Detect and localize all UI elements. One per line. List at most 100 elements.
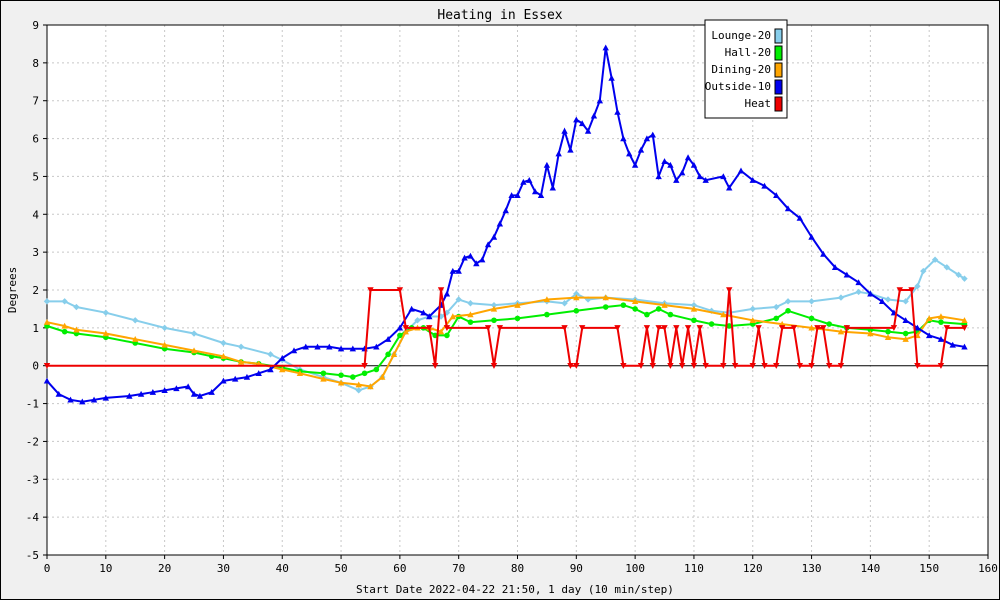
legend-box — [704, 19, 788, 119]
data-point — [938, 319, 944, 325]
data-point — [890, 325, 898, 332]
data-point — [773, 303, 780, 311]
data-point — [514, 192, 521, 199]
x-tick-label: 80 — [511, 562, 524, 575]
data-point — [661, 301, 668, 308]
x-tick-label: 0 — [44, 562, 51, 575]
legend-label: Outside-10 — [705, 80, 771, 93]
data-point — [267, 366, 274, 373]
data-point — [402, 328, 409, 335]
data-point — [320, 375, 327, 382]
data-point — [914, 283, 921, 290]
data-point — [726, 287, 733, 294]
y-tick-label: -4 — [26, 511, 40, 524]
data-point — [567, 146, 574, 153]
data-point — [902, 330, 909, 337]
data-point — [925, 315, 933, 322]
data-point — [920, 267, 927, 275]
data-point — [549, 184, 556, 191]
data-point — [678, 363, 686, 369]
x-tick-label: 100 — [625, 562, 645, 575]
legend-swatch — [774, 62, 783, 78]
data-point — [461, 254, 468, 261]
data-point — [655, 325, 662, 332]
data-point — [908, 287, 915, 294]
data-point — [73, 326, 80, 333]
data-point — [808, 233, 815, 240]
data-point — [420, 309, 427, 316]
data-point — [878, 298, 886, 305]
data-point — [326, 343, 333, 350]
data-point — [455, 296, 462, 303]
data-point — [379, 373, 386, 380]
data-point — [573, 290, 580, 297]
data-point — [720, 363, 727, 369]
data-point — [397, 332, 403, 339]
data-point — [396, 287, 404, 294]
data-point — [902, 317, 909, 323]
data-point — [373, 366, 380, 373]
data-point — [690, 305, 698, 312]
data-point — [631, 161, 639, 168]
data-point — [467, 252, 474, 259]
data-point — [761, 363, 768, 369]
y-tick-label: -1 — [26, 398, 39, 411]
data-point — [661, 158, 668, 164]
data-point — [820, 250, 827, 257]
data-point — [496, 220, 504, 227]
data-point — [190, 390, 198, 397]
x-tick-label: 20 — [158, 562, 171, 575]
legend-label: Lounge-20 — [711, 29, 771, 42]
data-point — [808, 298, 815, 305]
data-point — [385, 351, 391, 358]
data-point — [232, 375, 239, 382]
data-point — [632, 306, 638, 312]
data-point — [720, 173, 727, 180]
y-tick-label: -2 — [26, 435, 39, 448]
data-point — [196, 392, 204, 399]
data-point — [784, 298, 792, 305]
data-point — [443, 290, 451, 297]
data-point — [720, 311, 727, 318]
x-tick-label: 130 — [802, 562, 822, 575]
data-point — [73, 303, 80, 311]
data-point — [731, 363, 739, 369]
data-point — [808, 363, 815, 369]
data-point — [367, 287, 374, 294]
data-point — [455, 267, 462, 274]
data-point — [190, 347, 198, 354]
data-point — [61, 328, 68, 335]
data-point — [784, 205, 792, 212]
data-point — [490, 305, 498, 312]
data-point — [614, 325, 621, 332]
legend-swatch — [774, 28, 783, 44]
data-point — [526, 177, 533, 183]
y-tick-label: 9 — [32, 19, 39, 32]
data-point — [514, 315, 521, 322]
data-point — [161, 387, 168, 394]
data-point — [708, 307, 715, 315]
x-tick-label: 30 — [217, 562, 230, 575]
data-point — [61, 298, 68, 305]
data-point — [137, 390, 145, 397]
data-point — [961, 343, 968, 350]
data-point — [584, 127, 592, 134]
x-tick-label: 150 — [919, 562, 939, 575]
y-axis-label: Degrees — [6, 267, 19, 313]
data-point — [373, 343, 380, 350]
data-point — [61, 322, 68, 329]
data-point — [726, 184, 733, 191]
data-point — [484, 241, 492, 248]
data-point — [561, 127, 568, 134]
data-point — [884, 334, 892, 341]
y-tick-label: 5 — [32, 170, 39, 183]
data-point — [684, 325, 692, 332]
y-tick-label: 3 — [32, 246, 39, 259]
data-point — [690, 363, 698, 369]
data-point — [43, 363, 51, 369]
data-point — [402, 325, 409, 332]
data-point — [937, 313, 945, 320]
data-point — [785, 308, 791, 314]
data-point — [737, 167, 745, 174]
data-point — [602, 294, 609, 301]
